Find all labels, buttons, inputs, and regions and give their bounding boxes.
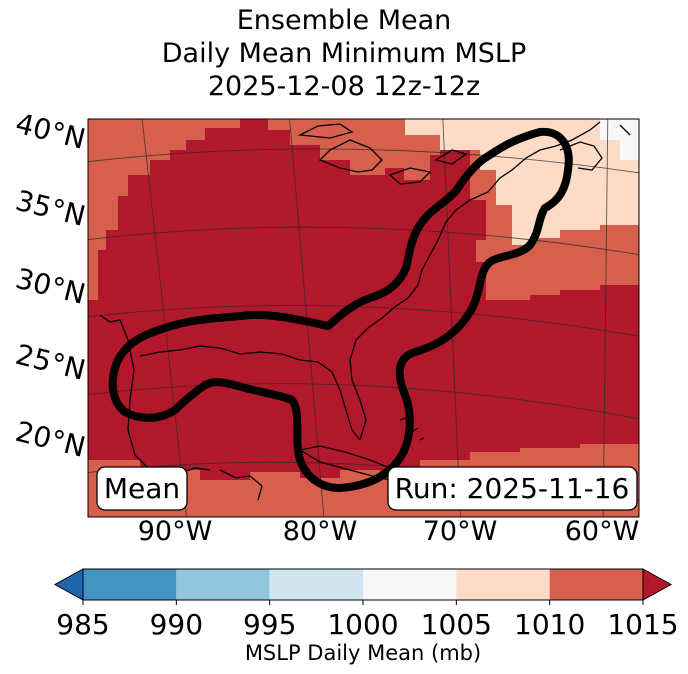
colorbar-tick-990: 990	[150, 608, 203, 641]
run-label-box: Run: 2025-11-16	[387, 466, 638, 511]
colorbar-bin-1005-1010	[456, 569, 550, 600]
meridian-80w	[289, 119, 325, 517]
colorbar-bin-995-1000	[269, 569, 363, 600]
lat-label-25: 25°N	[12, 338, 88, 387]
yucatan	[219, 469, 263, 501]
colorbar-under-arrow	[53, 568, 84, 601]
lon-label-60w: 60°W	[565, 516, 640, 547]
meridian-90w	[141, 119, 188, 517]
colorbar-tick-1005: 1005	[421, 608, 492, 641]
florida-east	[349, 284, 419, 441]
ensemble-contour	[108, 127, 573, 492]
meridian-60w	[602, 119, 609, 517]
run-label-frame	[387, 466, 638, 511]
colorbar-over-arrow	[642, 568, 673, 601]
mean-label-box: Mean	[96, 466, 188, 511]
colorbar-tick-1015: 1015	[607, 608, 678, 641]
mslp-field	[60, 71, 660, 517]
colorbar-bin-985-990	[83, 569, 177, 600]
lon-label-80w: 80°W	[283, 516, 358, 547]
colorbar-bin-990-995	[176, 569, 270, 600]
title-line-1: Ensemble Mean	[236, 5, 452, 36]
meridian-70w	[442, 119, 461, 517]
lat-label-20: 20°N	[12, 415, 88, 464]
lat-label-30: 30°N	[12, 262, 88, 311]
colorbar-tick-1000: 1000	[327, 608, 398, 641]
mean-label-frame	[96, 466, 188, 511]
lon-labels: 90°W 80°W 70°W 60°W	[138, 516, 640, 547]
parallel-20	[88, 383, 639, 420]
field-lt1005-corner	[600, 119, 639, 160]
colorbar: 985 990 995 1000 1005 1010 1015 MSLP Daily Mean…	[53, 568, 679, 665]
field-1010-west	[88, 119, 240, 300]
colorbar-tick-1010: 1010	[514, 608, 585, 641]
mean-label: Mean	[104, 472, 180, 505]
colorbar-tick-985: 985	[56, 608, 109, 641]
lat-label-35: 35°N	[12, 184, 88, 233]
lon-label-90w: 90°W	[138, 516, 213, 547]
lat-labels: 40°N 35°N 30°N 25°N 20°N	[12, 107, 88, 464]
title-line-3: 2025-12-08 12z-12z	[207, 71, 481, 102]
lon-label-70w: 70°W	[423, 516, 498, 547]
colorbar-bin-1000-1005	[363, 569, 457, 600]
colorbar-bin-1010-1015	[549, 569, 643, 600]
great-lakes	[297, 123, 468, 185]
parallel-35	[88, 148, 639, 174]
lat-label-40: 40°N	[12, 107, 88, 156]
run-label: Run: 2025-11-16	[395, 472, 630, 505]
parallel-40	[60, 71, 660, 95]
parallel-30	[88, 226, 639, 255]
canada-coast	[559, 124, 631, 171]
colorbar-tick-995: 995	[243, 608, 296, 641]
colorbar-label: MSLP Daily Mean (mb)	[245, 641, 481, 665]
title-line-2: Daily Mean Minimum MSLP	[161, 38, 527, 69]
map-frame	[87, 118, 640, 518]
field-1005-northeast	[405, 119, 639, 245]
